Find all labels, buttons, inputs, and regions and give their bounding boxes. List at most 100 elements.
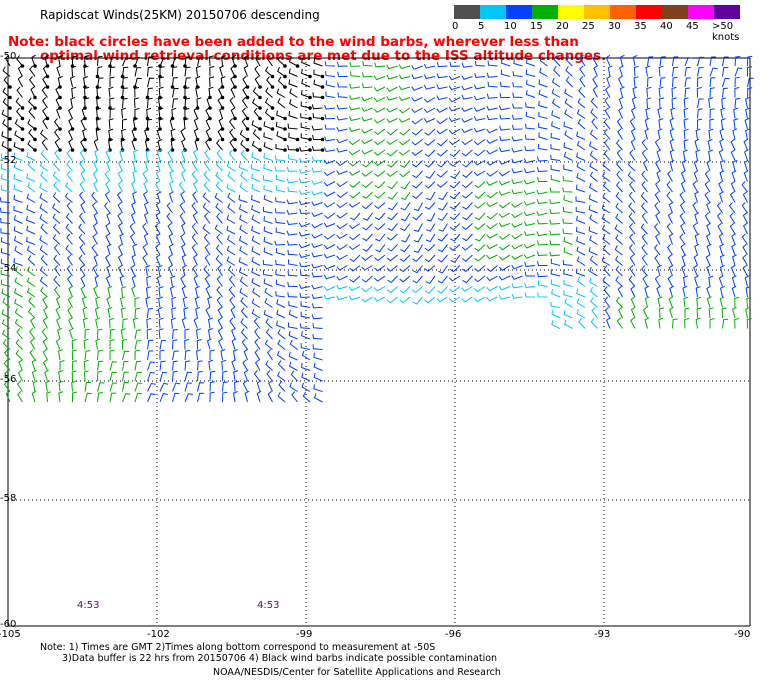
wind-barb: [231, 327, 236, 340]
contamination-dot: [133, 64, 137, 68]
wind-barb: [66, 202, 73, 214]
wind-barb: [134, 77, 142, 88]
wind-barb: [155, 233, 161, 245]
wind-barb: [565, 55, 573, 67]
wind-barb: [424, 202, 436, 210]
wind-barb: [156, 159, 162, 172]
wind-barb: [287, 145, 298, 151]
wind-barb: [287, 292, 298, 298]
wind-barb: [413, 223, 423, 232]
wind-barb: [67, 254, 73, 266]
wind-barb: [424, 181, 436, 189]
wind-barb: [348, 139, 361, 146]
wind-barb: [31, 390, 37, 403]
wind-barb: [655, 159, 661, 172]
wind-barb: [158, 296, 164, 308]
contamination-dot: [320, 148, 325, 152]
wind-barb: [251, 214, 261, 224]
wind-barb: [411, 107, 423, 114]
wind-barb: [730, 264, 736, 277]
wind-barb: [362, 160, 373, 168]
wind-barb: [311, 212, 323, 218]
wind-barb: [239, 245, 248, 256]
wind-barb: [97, 328, 103, 340]
wind-barb: [486, 244, 498, 250]
wind-barb: [277, 55, 286, 67]
wind-barb: [717, 222, 723, 235]
wind-barb: [386, 74, 398, 80]
wind-barb: [97, 66, 103, 77]
wind-barb: [254, 75, 261, 88]
wind-barb: [605, 317, 611, 329]
wind-barb: [215, 244, 223, 256]
wind-barb: [27, 160, 36, 172]
wind-barb: [683, 107, 689, 119]
wind-barb: [227, 203, 236, 214]
wind-barb: [732, 159, 738, 172]
wind-barb: [588, 246, 598, 256]
wind-barb: [144, 138, 150, 151]
wind-barb: [134, 371, 142, 382]
wind-barb: [311, 314, 323, 320]
wind-barb: [669, 149, 675, 161]
wind-barb: [617, 285, 623, 298]
wind-barb: [109, 318, 115, 329]
wind-barb: [708, 307, 714, 319]
contamination-dot: [33, 64, 37, 68]
wind-barb: [64, 192, 73, 203]
wind-barb: [734, 296, 740, 308]
wind-barb: [0, 237, 11, 245]
wind-barb: [300, 113, 311, 119]
wind-barb: [109, 108, 115, 119]
wind-barb: [734, 56, 741, 67]
wind-barb: [511, 136, 523, 142]
wind-barb: [79, 243, 86, 256]
wind-barb: [275, 121, 286, 130]
wind-barb: [655, 180, 661, 193]
wind-barb: [614, 224, 623, 235]
wind-barb: [323, 191, 336, 197]
wind-barb: [170, 139, 176, 151]
wind-barb: [4, 369, 11, 382]
wind-barb: [184, 328, 190, 339]
wind-barb: [134, 307, 141, 319]
wind-barb: [513, 58, 523, 67]
wind-barb: [486, 223, 498, 230]
wind-barb: [266, 348, 273, 361]
wind-barb: [641, 265, 648, 277]
wind-barb: [373, 160, 386, 166]
contamination-dot: [20, 106, 25, 110]
wind-barb: [633, 76, 639, 88]
wind-barb: [666, 181, 673, 193]
wind-barb: [133, 149, 139, 161]
wind-barb: [144, 128, 149, 140]
wind-barb: [28, 107, 36, 119]
wind-barb: [486, 265, 498, 272]
wind-barb: [67, 275, 73, 287]
wind-barb: [147, 308, 153, 319]
wind-barb: [66, 160, 73, 172]
wind-barb: [184, 66, 191, 77]
wind-barb: [134, 360, 142, 371]
wind-barb: [84, 328, 90, 340]
wind-barb: [576, 173, 586, 182]
wind-barb: [730, 149, 736, 161]
wind-barb: [511, 114, 523, 120]
wind-barb: [607, 65, 613, 77]
wind-barb: [253, 107, 261, 119]
wind-barb: [399, 296, 411, 304]
wind-barb: [274, 240, 286, 246]
wind-barb: [551, 121, 561, 130]
wind-barb: [550, 132, 561, 140]
contamination-dot: [208, 106, 212, 110]
wind-barb: [288, 154, 298, 161]
wind-barb: [299, 178, 311, 184]
wind-barb: [311, 263, 323, 269]
wind-barb: [52, 234, 61, 245]
wind-barb: [219, 107, 224, 119]
wind-barb: [436, 73, 448, 79]
wind-barb: [208, 359, 214, 371]
wind-barb: [732, 254, 737, 266]
wind-barb: [524, 134, 536, 140]
wind-barb: [107, 285, 113, 298]
